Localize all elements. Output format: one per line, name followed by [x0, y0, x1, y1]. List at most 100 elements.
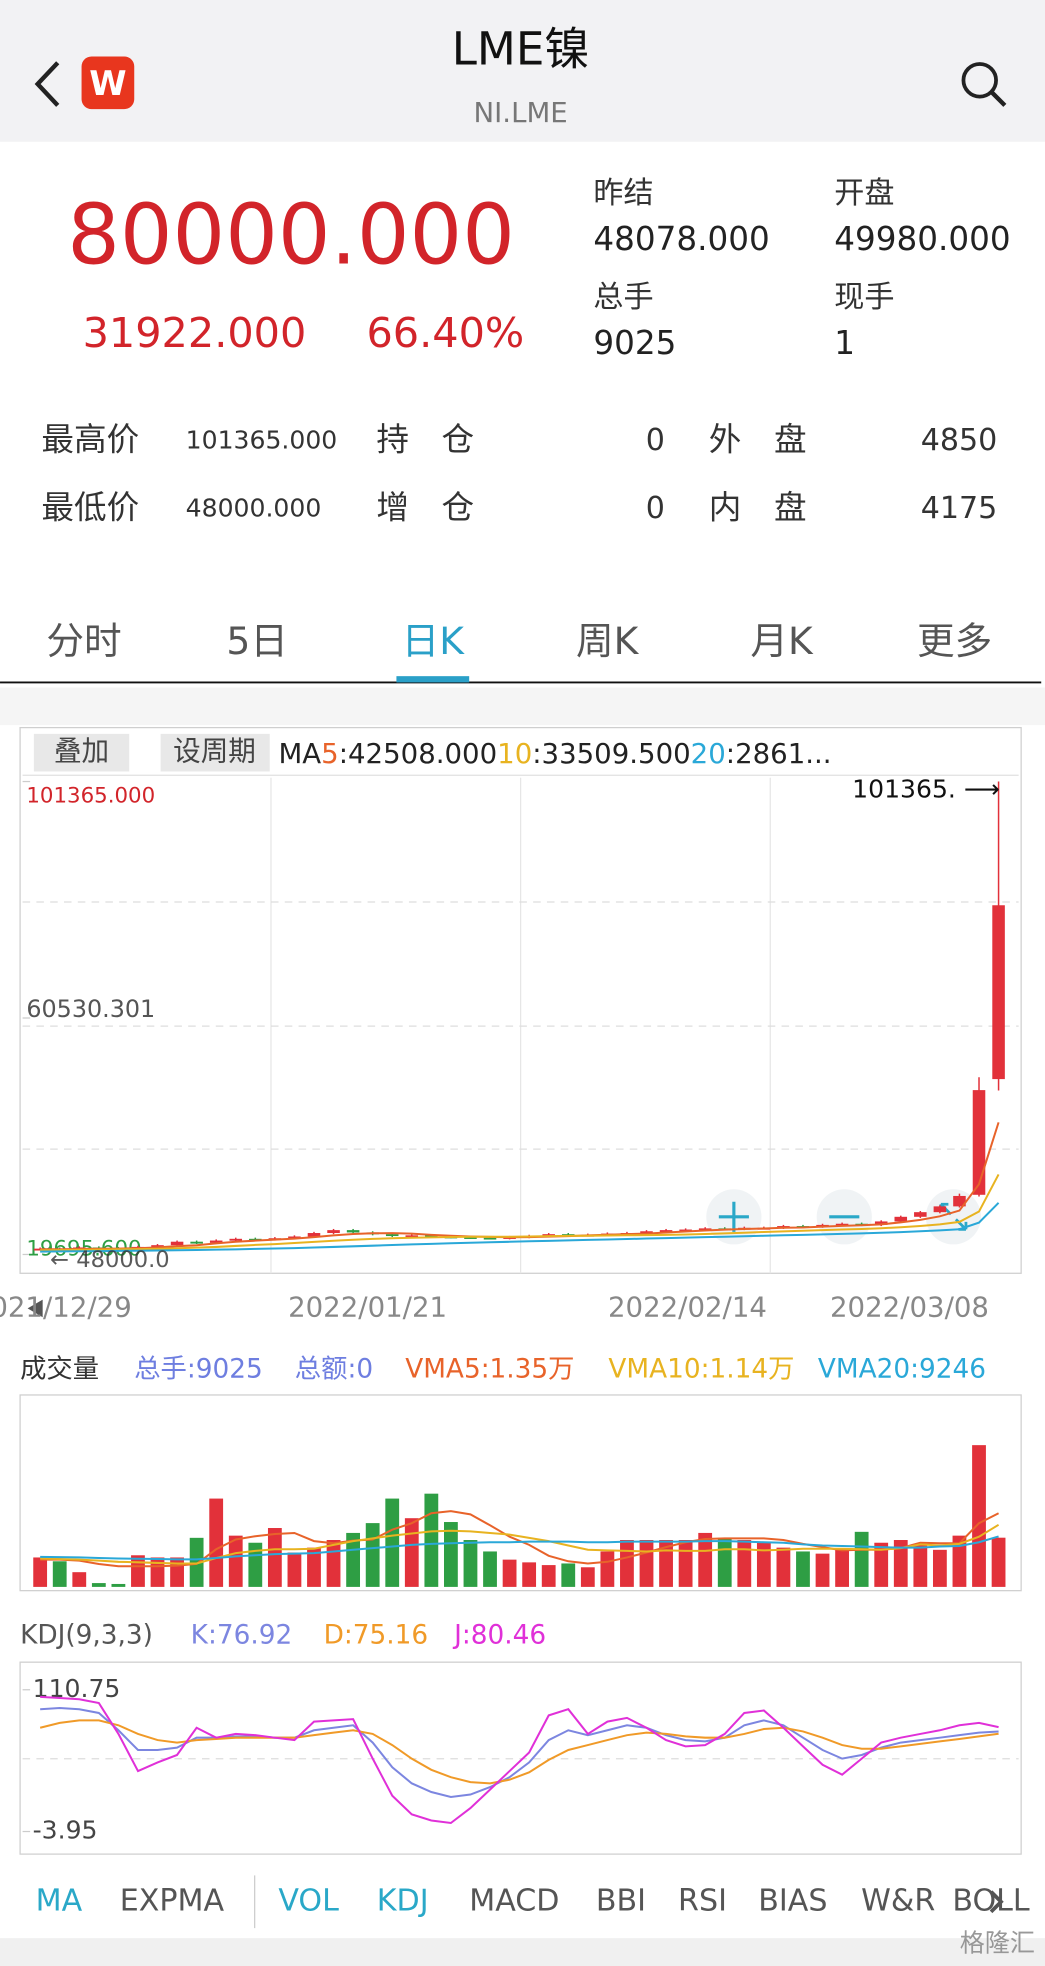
candle-body [307, 1233, 321, 1237]
date-label: 2021/12/29 [0, 1290, 132, 1323]
volume-legend: VMA10:1.14万 [608, 1354, 794, 1384]
volume-bar [326, 1540, 341, 1587]
volume-bar [913, 1545, 928, 1587]
candle-body [288, 1236, 301, 1239]
period-tab[interactable]: 5日 [226, 619, 288, 663]
volume-bar [835, 1549, 849, 1587]
search-handle [990, 91, 1007, 107]
volume-bar [385, 1498, 400, 1587]
price-change-pct: 66.40% [366, 309, 524, 357]
indicator-tab[interactable]: BBI [596, 1883, 646, 1918]
volume-bar [854, 1531, 869, 1587]
volume-bar [796, 1551, 810, 1587]
volume-bar [815, 1553, 830, 1587]
volume-bar [170, 1557, 184, 1587]
volume-bar [91, 1583, 106, 1587]
period-tab[interactable]: 月K [750, 619, 814, 663]
candle-body [992, 905, 1005, 1080]
volume-bar [150, 1557, 165, 1587]
candle-body [640, 1231, 653, 1234]
ma-line [40, 1202, 1000, 1253]
indicator-tab[interactable]: BOLL [952, 1883, 1030, 1918]
stat-label: 昨结 [593, 176, 653, 211]
volume-bar [228, 1535, 243, 1587]
ma-legend: :33509.500 [532, 737, 690, 770]
volume-bar [756, 1541, 771, 1587]
volume-bar [72, 1572, 87, 1587]
watermark: 格隆汇 [960, 1928, 1035, 1957]
kdj-legend: J:80.46 [452, 1620, 546, 1650]
period-tab[interactable]: 分时 [46, 619, 121, 663]
volume-bar [267, 1528, 282, 1587]
detail-value: 4175 [921, 491, 998, 526]
more-indicators[interactable] [989, 1890, 1004, 1914]
date-label: 2022/03/08 [830, 1290, 989, 1323]
volume-bar [189, 1537, 204, 1587]
stat-label: 现手 [834, 280, 894, 315]
indicator-tab[interactable]: MACD [469, 1883, 559, 1918]
candle-body [953, 1195, 966, 1207]
kdj-line [40, 1695, 999, 1825]
period-button[interactable] [160, 733, 270, 772]
candle-body [464, 1237, 477, 1239]
candle-body [151, 1245, 164, 1248]
candle-body [170, 1241, 184, 1246]
logo-badge[interactable] [81, 56, 135, 110]
candle-body [542, 1234, 555, 1237]
volume-bar [991, 1537, 1006, 1587]
candle-body [229, 1238, 243, 1241]
volume-bar [444, 1522, 458, 1587]
volume-bar [561, 1563, 576, 1587]
ma-legend: MA [279, 737, 322, 770]
ma-legend: :2861... [726, 737, 832, 770]
back-button[interactable] [34, 61, 60, 107]
stat-value: 1 [834, 324, 855, 362]
stat-value: 9025 [593, 324, 676, 362]
page-title: LME镍 [452, 23, 590, 76]
period-button-label[interactable]: 设周期 [173, 735, 256, 768]
indicator-tab[interactable]: EXPMA [120, 1883, 225, 1918]
kdj-line [40, 1706, 999, 1799]
detail-value: 101365.000 [186, 426, 338, 455]
volume-bar [580, 1567, 595, 1587]
period-tab[interactable]: 日K [402, 619, 466, 663]
price-axis-label: 60530.301 [26, 995, 155, 1023]
candle-body [190, 1241, 203, 1244]
detail-label: 持 仓 [376, 421, 474, 459]
indicator-tab[interactable]: W&R [861, 1883, 935, 1918]
kdj-legend: KDJ(9,3,3) [20, 1620, 153, 1650]
price-axis-label: 101365.000 [26, 784, 155, 809]
indicator-tab[interactable]: BIAS [758, 1883, 827, 1918]
scroll-left[interactable] [27, 1299, 43, 1318]
period-tab[interactable]: 更多 [917, 619, 992, 663]
volume-bar [307, 1547, 321, 1587]
overlay-button-label[interactable]: 叠加 [54, 735, 109, 768]
indicator-tab[interactable]: VOL [278, 1883, 339, 1918]
volume-bar [639, 1540, 654, 1587]
period-tab[interactable]: 周K [576, 619, 640, 663]
vma-line [40, 1523, 1000, 1565]
date-label: 2022/01/21 [288, 1290, 447, 1323]
overlay-button[interactable] [33, 733, 130, 772]
search-button[interactable] [961, 62, 998, 99]
detail-label: 最高价 [41, 421, 139, 459]
volume-bar [600, 1551, 615, 1587]
kdj-legend: K:76.92 [191, 1620, 293, 1650]
indicator-tab[interactable]: KDJ [377, 1883, 429, 1918]
detail-value: 48000.000 [186, 493, 322, 522]
detail-value: 4850 [921, 423, 998, 458]
volume-legend: 成交量 [20, 1354, 99, 1384]
candle-body [679, 1229, 692, 1232]
volume-bar [248, 1542, 263, 1587]
volume-legend: 总手:9025 [134, 1354, 263, 1384]
volume-bar [111, 1583, 126, 1587]
indicator-tab[interactable]: MA [36, 1883, 83, 1918]
kdj-line [39, 1719, 999, 1785]
candle-body [346, 1230, 360, 1233]
volume-bar [404, 1518, 419, 1587]
volume-bar [698, 1532, 713, 1587]
indicator-tab[interactable]: RSI [678, 1883, 727, 1918]
volume-bar [776, 1547, 791, 1587]
zoom-in-icon [718, 1201, 749, 1232]
